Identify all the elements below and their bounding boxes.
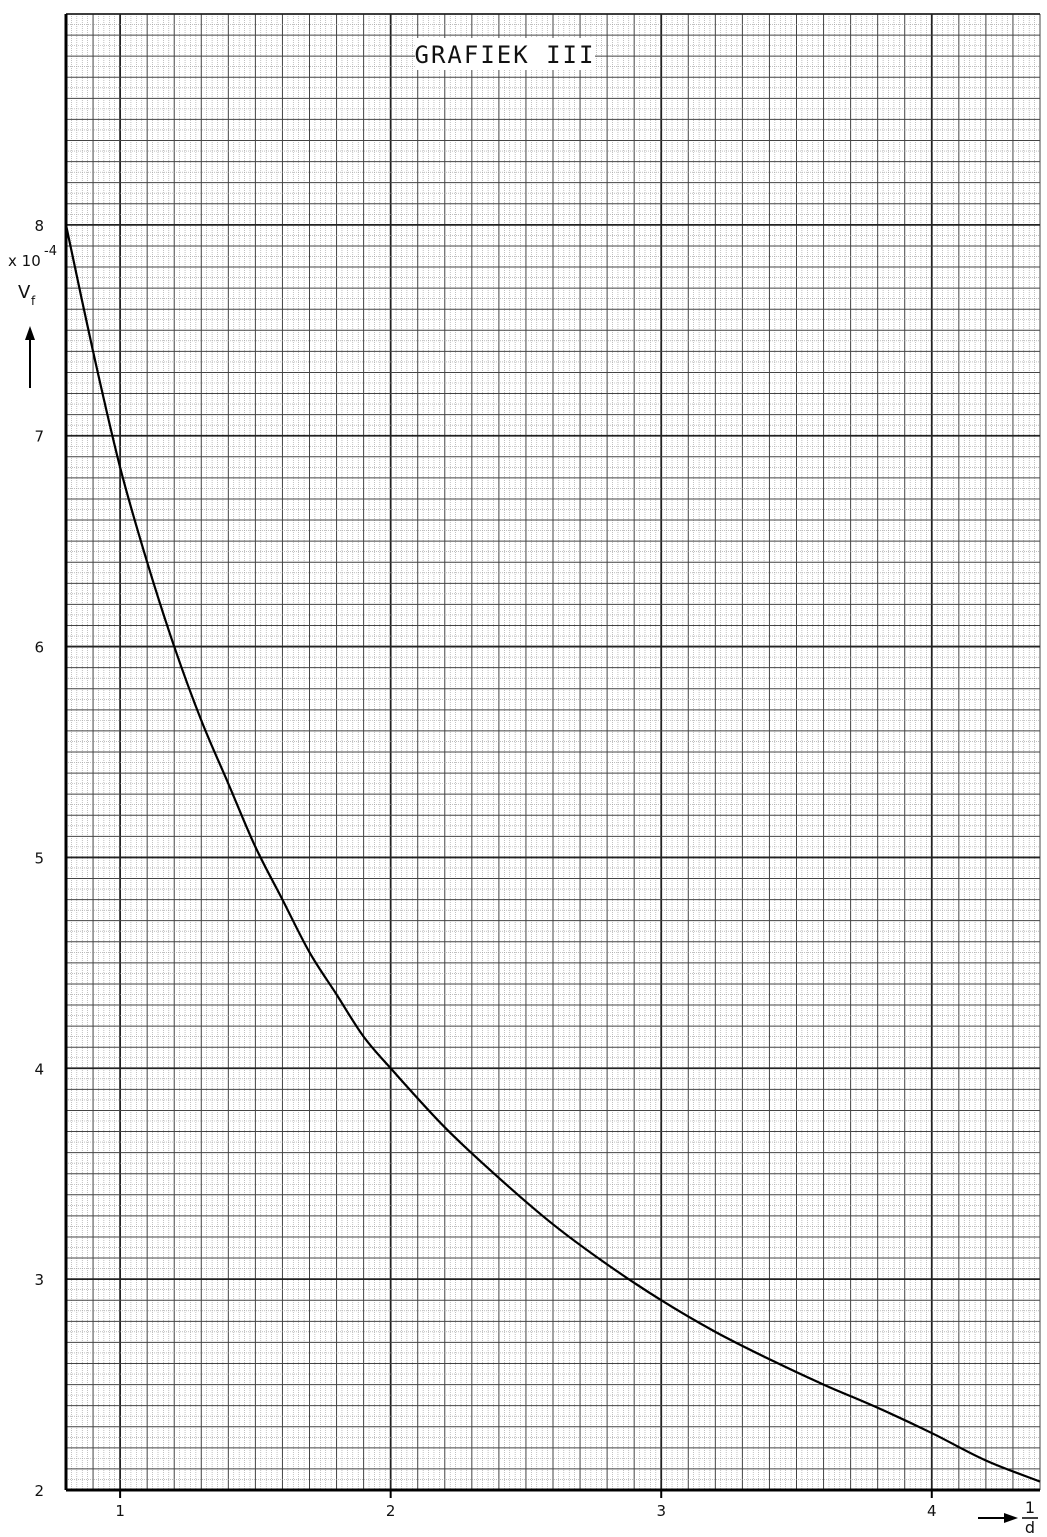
x-arrow-icon bbox=[1004, 1513, 1018, 1523]
grid bbox=[65, 13, 1041, 1491]
chart-title: GRAFIEK III bbox=[415, 41, 596, 69]
x-tick-label: 1 bbox=[115, 1502, 125, 1520]
y-tick-label: 5 bbox=[34, 849, 44, 867]
y-tick-label: 7 bbox=[34, 428, 44, 446]
tick-labels: 1 2 3 4 2 3 4 5 6 7 8 bbox=[34, 217, 936, 1520]
y-multiplier-exponent: -4 bbox=[44, 244, 57, 259]
y-tick-label: 2 bbox=[34, 1482, 44, 1500]
x-tick-label: 4 bbox=[927, 1502, 937, 1520]
y-arrow-icon bbox=[25, 326, 35, 340]
y-tick-label: 8 bbox=[34, 217, 44, 235]
x-label-numerator: 1 bbox=[1025, 1498, 1035, 1517]
x-label-denominator: d bbox=[1025, 1518, 1035, 1537]
y-label-sub: f bbox=[31, 294, 36, 308]
x-tick-label: 3 bbox=[656, 1502, 666, 1520]
curve-line bbox=[64, 224, 1041, 1483]
x-tick-label: 2 bbox=[386, 1502, 396, 1520]
axes bbox=[64, 14, 1040, 1492]
x-axis-label: 1 d bbox=[978, 1498, 1038, 1537]
y-tick-label: 6 bbox=[34, 639, 44, 657]
y-tick-label: 4 bbox=[34, 1060, 44, 1078]
y-axis-label: x 10 -4 V f bbox=[8, 244, 57, 388]
title-box bbox=[415, 38, 595, 70]
y-tick-label: 3 bbox=[34, 1271, 44, 1289]
y-multiplier-base: x 10 bbox=[8, 252, 41, 270]
y-label-main: V bbox=[18, 282, 31, 303]
